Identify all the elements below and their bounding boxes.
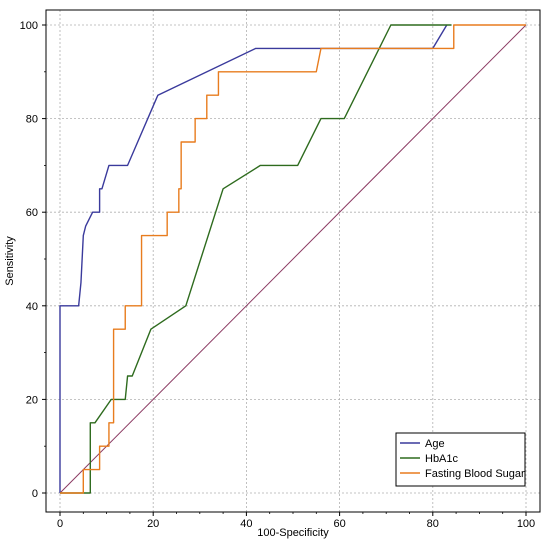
x-tick-label: 60 — [333, 518, 345, 530]
roc-curves — [59, 24, 526, 494]
legend-box — [395, 432, 526, 487]
x-tick-label: 20 — [147, 518, 159, 530]
roc-curve-hba1c — [60, 24, 452, 494]
y-tick-label: 40 — [26, 301, 38, 313]
y-tick-label: 0 — [32, 488, 38, 500]
legend-label: Fasting Blood Sugar — [425, 468, 525, 480]
x-axis-title: 100-Specificity — [257, 527, 329, 539]
roc-curve-age — [59, 24, 448, 493]
legend: Age HbA1c Fasting Blood Sugar — [395, 432, 526, 487]
legend-label: Age — [425, 438, 445, 450]
y-tick-label: 20 — [26, 394, 38, 406]
reference-diagonal-line — [59, 24, 527, 494]
roc-curve-fasting-blood-sugar — [60, 24, 526, 494]
x-tick-label: 80 — [427, 518, 439, 530]
axes — [42, 9, 541, 516]
x-tick-label: 0 — [57, 518, 63, 530]
tick-labels: 0 20 40 60 80 100 0 20 40 60 80 100 — [20, 20, 536, 530]
y-tick-label: 80 — [26, 114, 38, 126]
y-axis-title: Sensitivity — [4, 236, 16, 286]
x-tick-label: 100 — [517, 518, 535, 530]
y-tick-label: 100 — [20, 20, 38, 32]
x-tick-label: 40 — [240, 518, 252, 530]
y-tick-label: 60 — [26, 207, 38, 219]
legend-label: HbA1c — [425, 453, 459, 465]
